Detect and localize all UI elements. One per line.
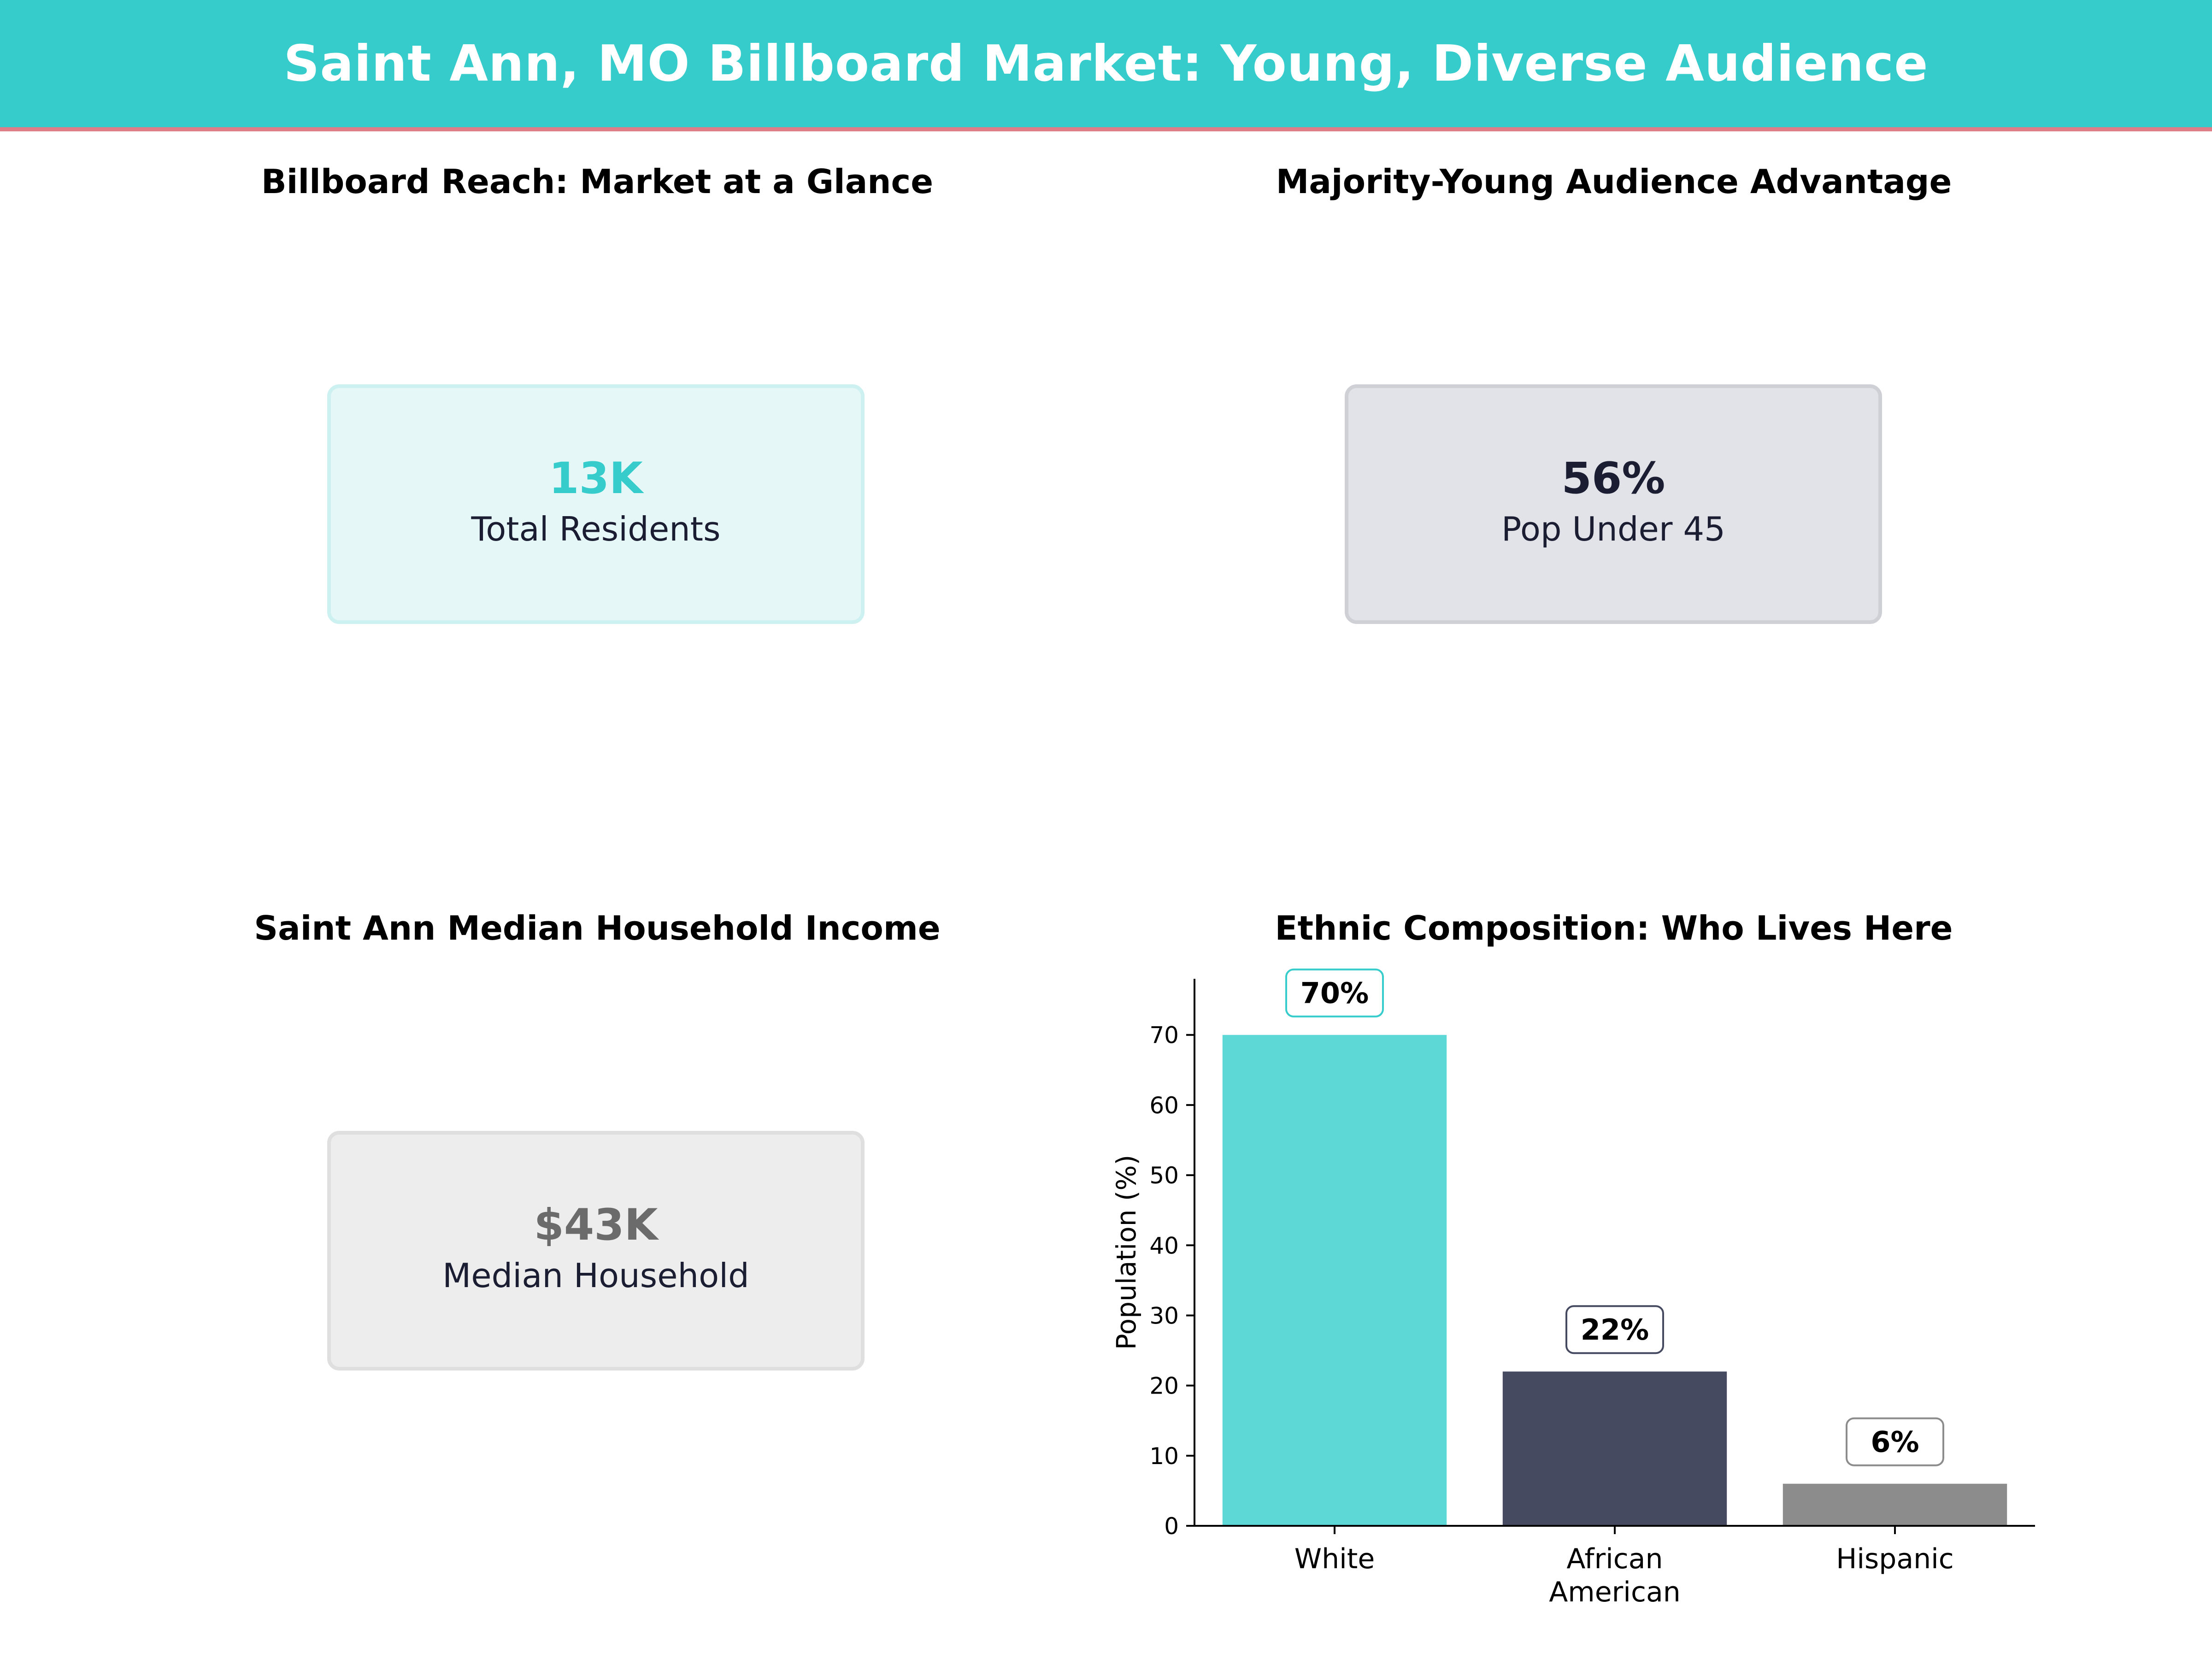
y-tick-label: 0 xyxy=(1164,1513,1179,1540)
data-label-box xyxy=(1565,1305,1664,1354)
income-panel-title: Saint Ann Median Household Income xyxy=(254,909,941,947)
y-axis-label: Population (%) xyxy=(1111,1155,1142,1350)
y-tick-label: 30 xyxy=(1149,1302,1179,1329)
bar xyxy=(1783,1483,2007,1526)
kpi-label: Pop Under 45 xyxy=(1501,510,1725,548)
ethnic-panel-title: Ethnic Composition: Who Lives Here xyxy=(1275,909,1953,947)
bar xyxy=(1502,1371,1727,1526)
data-label: 70% xyxy=(1300,977,1369,1010)
young-panel-title: Majority-Young Audience Advantage xyxy=(1276,162,1952,201)
kpi-card-pop-under-45: 56% Pop Under 45 xyxy=(1345,384,1882,624)
kpi-label: Median Household xyxy=(442,1256,749,1295)
kpi-value: $43K xyxy=(534,1200,658,1250)
y-tick-label: 50 xyxy=(1149,1162,1179,1189)
reach-panel-title: Billboard Reach: Market at a Glance xyxy=(261,162,934,201)
header-banner: Saint Ann, MO Billboard Market: Young, D… xyxy=(0,0,2212,131)
data-label: 6% xyxy=(1871,1425,1919,1459)
kpi-value: 56% xyxy=(1561,453,1665,504)
kpi-card-median-income: $43K Median Household xyxy=(327,1131,865,1371)
x-tick-label: African xyxy=(1566,1543,1663,1575)
x-tick-label: Hispanic xyxy=(1836,1543,1954,1575)
y-tick-label: 20 xyxy=(1149,1373,1179,1400)
y-tick-label: 70 xyxy=(1149,1022,1179,1049)
data-label-box xyxy=(1846,1417,1944,1466)
y-tick-label: 60 xyxy=(1149,1092,1179,1119)
kpi-card-total-residents: 13K Total Residents xyxy=(327,384,865,624)
data-label-box xyxy=(1285,968,1384,1018)
page-title: Saint Ann, MO Billboard Market: Young, D… xyxy=(283,35,1929,93)
kpi-label: Total Residents xyxy=(471,510,721,548)
y-tick-label: 10 xyxy=(1149,1443,1179,1470)
kpi-value: 13K xyxy=(549,453,643,504)
data-label: 22% xyxy=(1581,1313,1649,1347)
x-tick-label: White xyxy=(1294,1543,1375,1575)
x-tick-label: American xyxy=(1549,1576,1681,1608)
y-tick-label: 40 xyxy=(1149,1232,1179,1259)
bar xyxy=(1222,1035,1447,1526)
